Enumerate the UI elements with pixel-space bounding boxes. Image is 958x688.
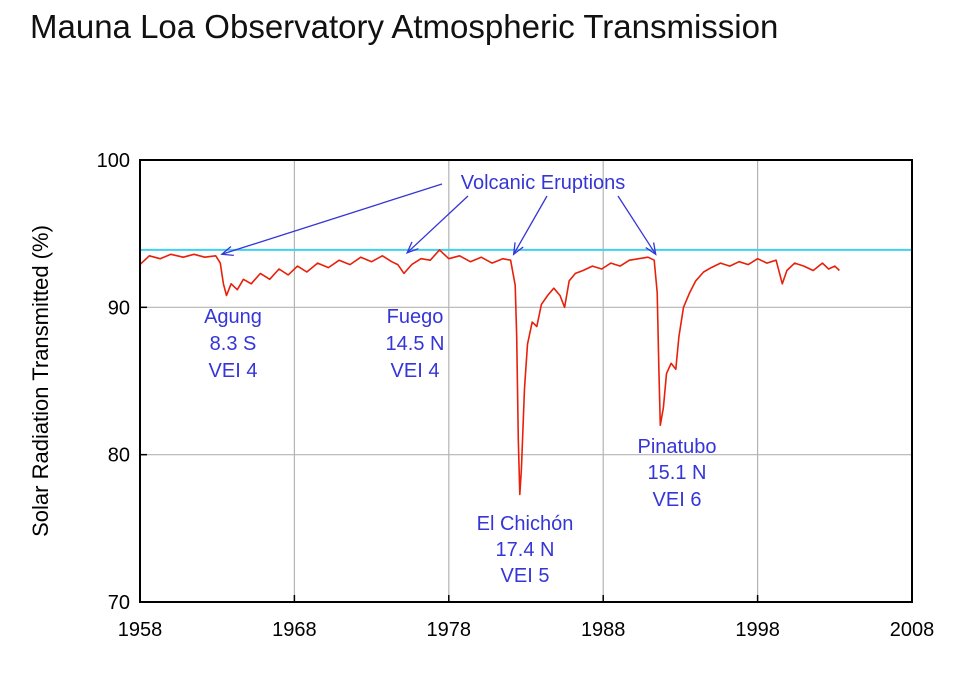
eruption-elchichon-lat: 17.4 N	[496, 539, 555, 561]
annotation-arrowhead	[512, 242, 524, 256]
grid-lines	[140, 160, 912, 602]
eruption-fuego-name: Fuego	[387, 306, 444, 328]
eruption-agung-name: Agung	[204, 306, 262, 328]
eruption-pinatubo-lat: 15.1 N	[648, 462, 707, 484]
eruption-elchichon-name: El Chichón	[477, 513, 574, 535]
plot-frame	[139, 159, 913, 603]
y-tick-labels: 70 80 90 100	[97, 150, 130, 614]
x-tick-label: 1998	[735, 619, 780, 641]
eruption-fuego-lat: 14.5 N	[386, 333, 445, 355]
x-tick-label: 1968	[272, 619, 317, 641]
annotation-arrow	[513, 195, 548, 255]
annotation-arrow	[221, 183, 443, 255]
page-title: Mauna Loa Observatory Atmospheric Transm…	[30, 8, 779, 45]
volcanic-eruptions-label: Volcanic Eruptions	[461, 172, 626, 194]
eruption-fuego-vei: VEI 4	[391, 360, 440, 382]
annotation-arrow	[406, 195, 469, 254]
series-line	[139, 249, 840, 496]
annotation-arrowhead	[405, 241, 419, 254]
y-tick-label: 90	[108, 297, 130, 319]
eruption-elchichon-vei: VEI 5	[501, 565, 550, 587]
annotation-arrows	[220, 183, 657, 257]
series-layer	[139, 249, 840, 496]
y-tick-label: 70	[108, 592, 130, 614]
eruption-pinatubo-name: Pinatubo	[638, 436, 717, 458]
tick-marks	[139, 159, 913, 603]
y-tick-label: 100	[97, 150, 130, 172]
annotation-arrowhead	[645, 242, 657, 256]
eruption-agung-vei: VEI 4	[209, 360, 258, 382]
x-tick-labels: 1958 1968 1978 1988 1998 2008	[118, 619, 935, 641]
annotation-arrow	[617, 195, 657, 255]
annotation-layer: Volcanic Eruptions Agung 8.3 S VEI 4 Fue…	[204, 172, 716, 587]
y-axis-label: Solar Radiation Transmitted (%)	[28, 225, 53, 537]
eruption-pinatubo-vei: VEI 6	[653, 489, 702, 511]
y-tick-label: 80	[108, 445, 130, 467]
annotation-arrowhead	[220, 245, 234, 257]
x-tick-label: 1978	[427, 619, 472, 641]
x-tick-label: 1958	[118, 619, 163, 641]
x-tick-label: 1988	[581, 619, 626, 641]
x-tick-label: 2008	[890, 619, 935, 641]
eruption-agung-lat: 8.3 S	[210, 333, 257, 355]
